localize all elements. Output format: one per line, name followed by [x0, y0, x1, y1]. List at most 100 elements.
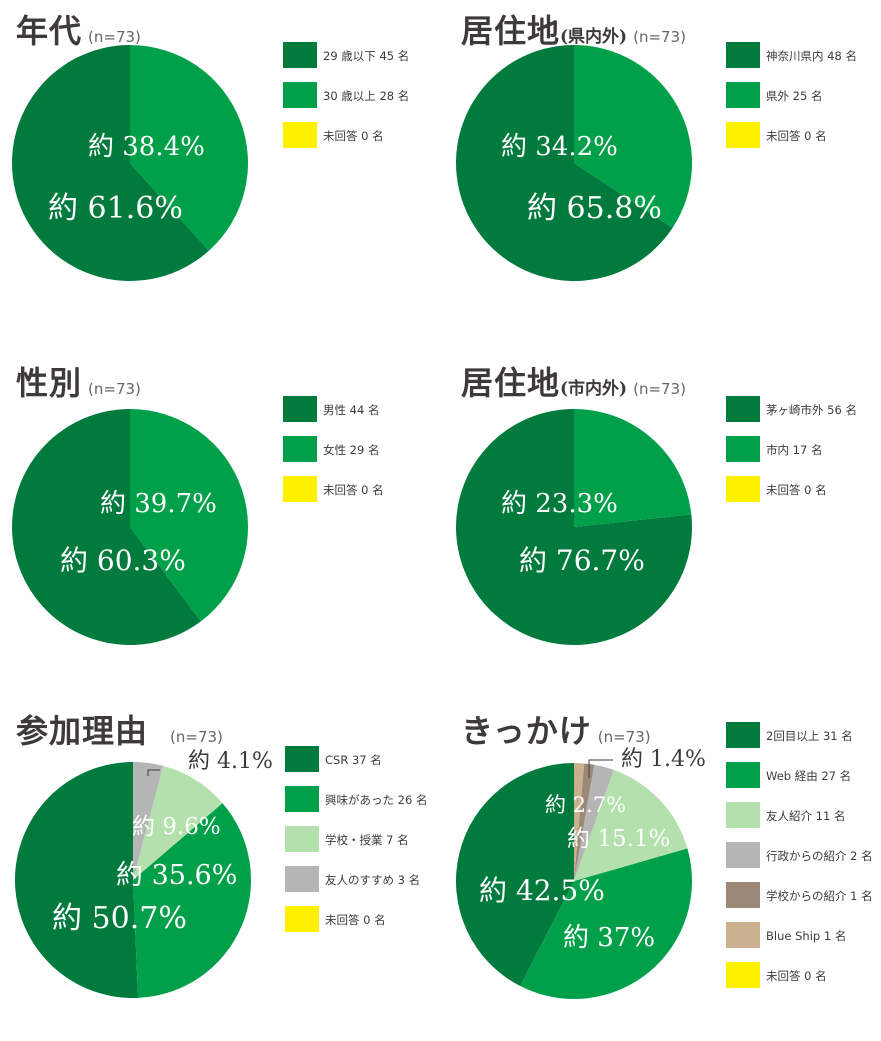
- data-label: 約 23.3%: [501, 489, 618, 519]
- legend-label: 友人のすすめ 3 名: [325, 873, 421, 887]
- data-label: 約 61.6%: [48, 191, 183, 226]
- chart-title-text: きっかけ: [461, 712, 592, 750]
- legend-label: 県外 25 名: [766, 89, 823, 103]
- legend-label: 未回答 0 名: [766, 969, 827, 983]
- data-label: 約 15.1%: [567, 826, 670, 852]
- chart-panel-reason: 参加理由 (n=73) 約 50.7% 約 35.6% 約 9.6% 約 4.1% CS…: [0, 700, 440, 1041]
- legend-swatch: [283, 122, 317, 148]
- data-label: 約 42.5%: [479, 874, 605, 907]
- pie-slice: [12, 409, 201, 645]
- legend-label: Blue Ship 1 名: [766, 929, 847, 943]
- data-label: 約 76.7%: [519, 544, 645, 577]
- legend-swatch: [285, 906, 319, 932]
- data-label: 約 38.4%: [88, 132, 205, 162]
- legend-swatch: [726, 762, 760, 788]
- label-leader-line: [147, 769, 160, 776]
- data-label: 約 4.1%: [188, 749, 273, 774]
- pie-slice: [14, 762, 139, 998]
- chart-title: 居住地(県内外) (n=73): [461, 6, 686, 52]
- legend-label: 30 歳以上 28 名: [323, 89, 410, 103]
- chart-title: 性別 (n=73): [16, 358, 141, 404]
- label-leader-line: [588, 759, 613, 778]
- pie-chart: 約 76.7% 約 23.3%: [456, 409, 693, 645]
- pie-slice: [133, 762, 164, 880]
- pie-slice: [130, 409, 249, 622]
- legend-swatch: [283, 436, 317, 462]
- pie-slice: [520, 848, 692, 999]
- pie-slice: [574, 45, 692, 228]
- legend-swatch: [726, 722, 760, 748]
- legend-label: 未回答 0 名: [325, 913, 386, 927]
- pie-slice: [456, 763, 574, 987]
- legend-label: 未回答 0 名: [323, 129, 384, 143]
- legend-swatch: [283, 396, 317, 422]
- legend-swatch: [283, 42, 317, 68]
- legend-swatch: [726, 802, 760, 828]
- legend-label: 行政からの紹介 2 名: [766, 849, 873, 863]
- legend-swatch: [726, 122, 760, 148]
- pie-slice: [574, 763, 585, 881]
- chart-panel-residence-prefecture: 居住地(県内外) (n=73) 約 65.8% 約 34.2% 神奈川県内 48 名…: [441, 0, 881, 341]
- legend-label: 29 歳以下 45 名: [323, 49, 410, 63]
- sample-size-label: (n=73): [88, 380, 141, 398]
- legend-swatch: [726, 842, 760, 868]
- chart-panel-age: 年代 (n=73) 約 61.6% 約 38.4% 29 歳以下 45 名 30 歳以…: [0, 0, 440, 341]
- chart-subtitle: (市内外): [560, 379, 628, 399]
- legend-label: Web 経由 27 名: [766, 769, 852, 783]
- pie-slice: [11, 44, 209, 281]
- sample-size-label: (n=73): [597, 728, 651, 746]
- data-label: 約 1.4%: [621, 747, 706, 772]
- sample-size-label: (n=73): [633, 28, 686, 46]
- chart-title-text: 性別: [16, 364, 83, 402]
- chart-panel-gender: 性別 (n=73) 約 60.3% 約 39.7% 男性 44 名女性 29 名未回…: [0, 352, 440, 693]
- legend-swatch: [726, 82, 760, 108]
- data-label: 約 60.3%: [60, 544, 186, 577]
- legend-swatch: [726, 476, 760, 502]
- chart-title-text: 年代: [16, 12, 83, 50]
- chart-title-text: 参加理由: [16, 712, 149, 750]
- legend-label: 市内 17 名: [766, 443, 823, 457]
- pie-slice: [133, 765, 223, 880]
- legend-label: 2回目以上 31 名: [766, 729, 853, 743]
- legend-swatch: [726, 42, 760, 68]
- chart-title-text: 居住地: [461, 364, 561, 402]
- legend-label: 未回答 0 名: [766, 483, 827, 497]
- data-label: 約 39.7%: [100, 489, 217, 519]
- chart-title-text: 居住地: [461, 12, 561, 50]
- legend-swatch: [285, 826, 319, 852]
- data-label: 約 2.7%: [545, 793, 626, 817]
- chart-panel-trigger: きっかけ (n=73) 約 42.5% 約 37% 約 15.1% 約 2.7% 約 1.…: [441, 700, 881, 1041]
- data-label: 約 37%: [563, 923, 655, 953]
- pie-slice: [133, 803, 251, 998]
- pie-slice: [574, 763, 595, 881]
- legend-swatch: [726, 922, 760, 948]
- legend-label: 未回答 0 名: [323, 483, 384, 497]
- chart-title: 参加理由 (n=73): [16, 706, 223, 752]
- pie-slice: [456, 409, 693, 645]
- legend-swatch: [726, 962, 760, 988]
- legend-swatch: [285, 866, 319, 892]
- chart-title: 居住地(市内外) (n=73): [461, 358, 686, 404]
- data-label: 約 35.6%: [116, 860, 237, 891]
- legend-label: 学校からの紹介 1 名: [766, 889, 873, 903]
- legend-swatch: [285, 786, 319, 812]
- pie-slice: [574, 409, 692, 527]
- pie-chart: 約 65.8% 約 34.2%: [455, 45, 692, 281]
- data-label: 約 34.2%: [501, 132, 618, 162]
- legend-label: 学校・授業 7 名: [325, 833, 409, 847]
- legend-label: 男性 44 名: [323, 403, 380, 417]
- pie-slice: [455, 45, 673, 281]
- data-label: 約 65.8%: [527, 191, 662, 226]
- legend-label: CSR 37 名: [325, 753, 382, 767]
- legend-swatch: [283, 476, 317, 502]
- chart-subtitle: (県内外): [560, 27, 628, 47]
- legend-label: 友人紹介 11 名: [766, 809, 846, 823]
- legend-label: 未回答 0 名: [766, 129, 827, 143]
- pie-slice: [574, 764, 614, 881]
- pie-chart: 約 61.6% 約 38.4%: [11, 44, 248, 281]
- legend-swatch: [283, 82, 317, 108]
- legend-label: 神奈川県内 48 名: [766, 49, 857, 63]
- legend-swatch: [726, 396, 760, 422]
- sample-size-label: (n=73): [88, 28, 141, 46]
- pie-slice: [130, 45, 248, 251]
